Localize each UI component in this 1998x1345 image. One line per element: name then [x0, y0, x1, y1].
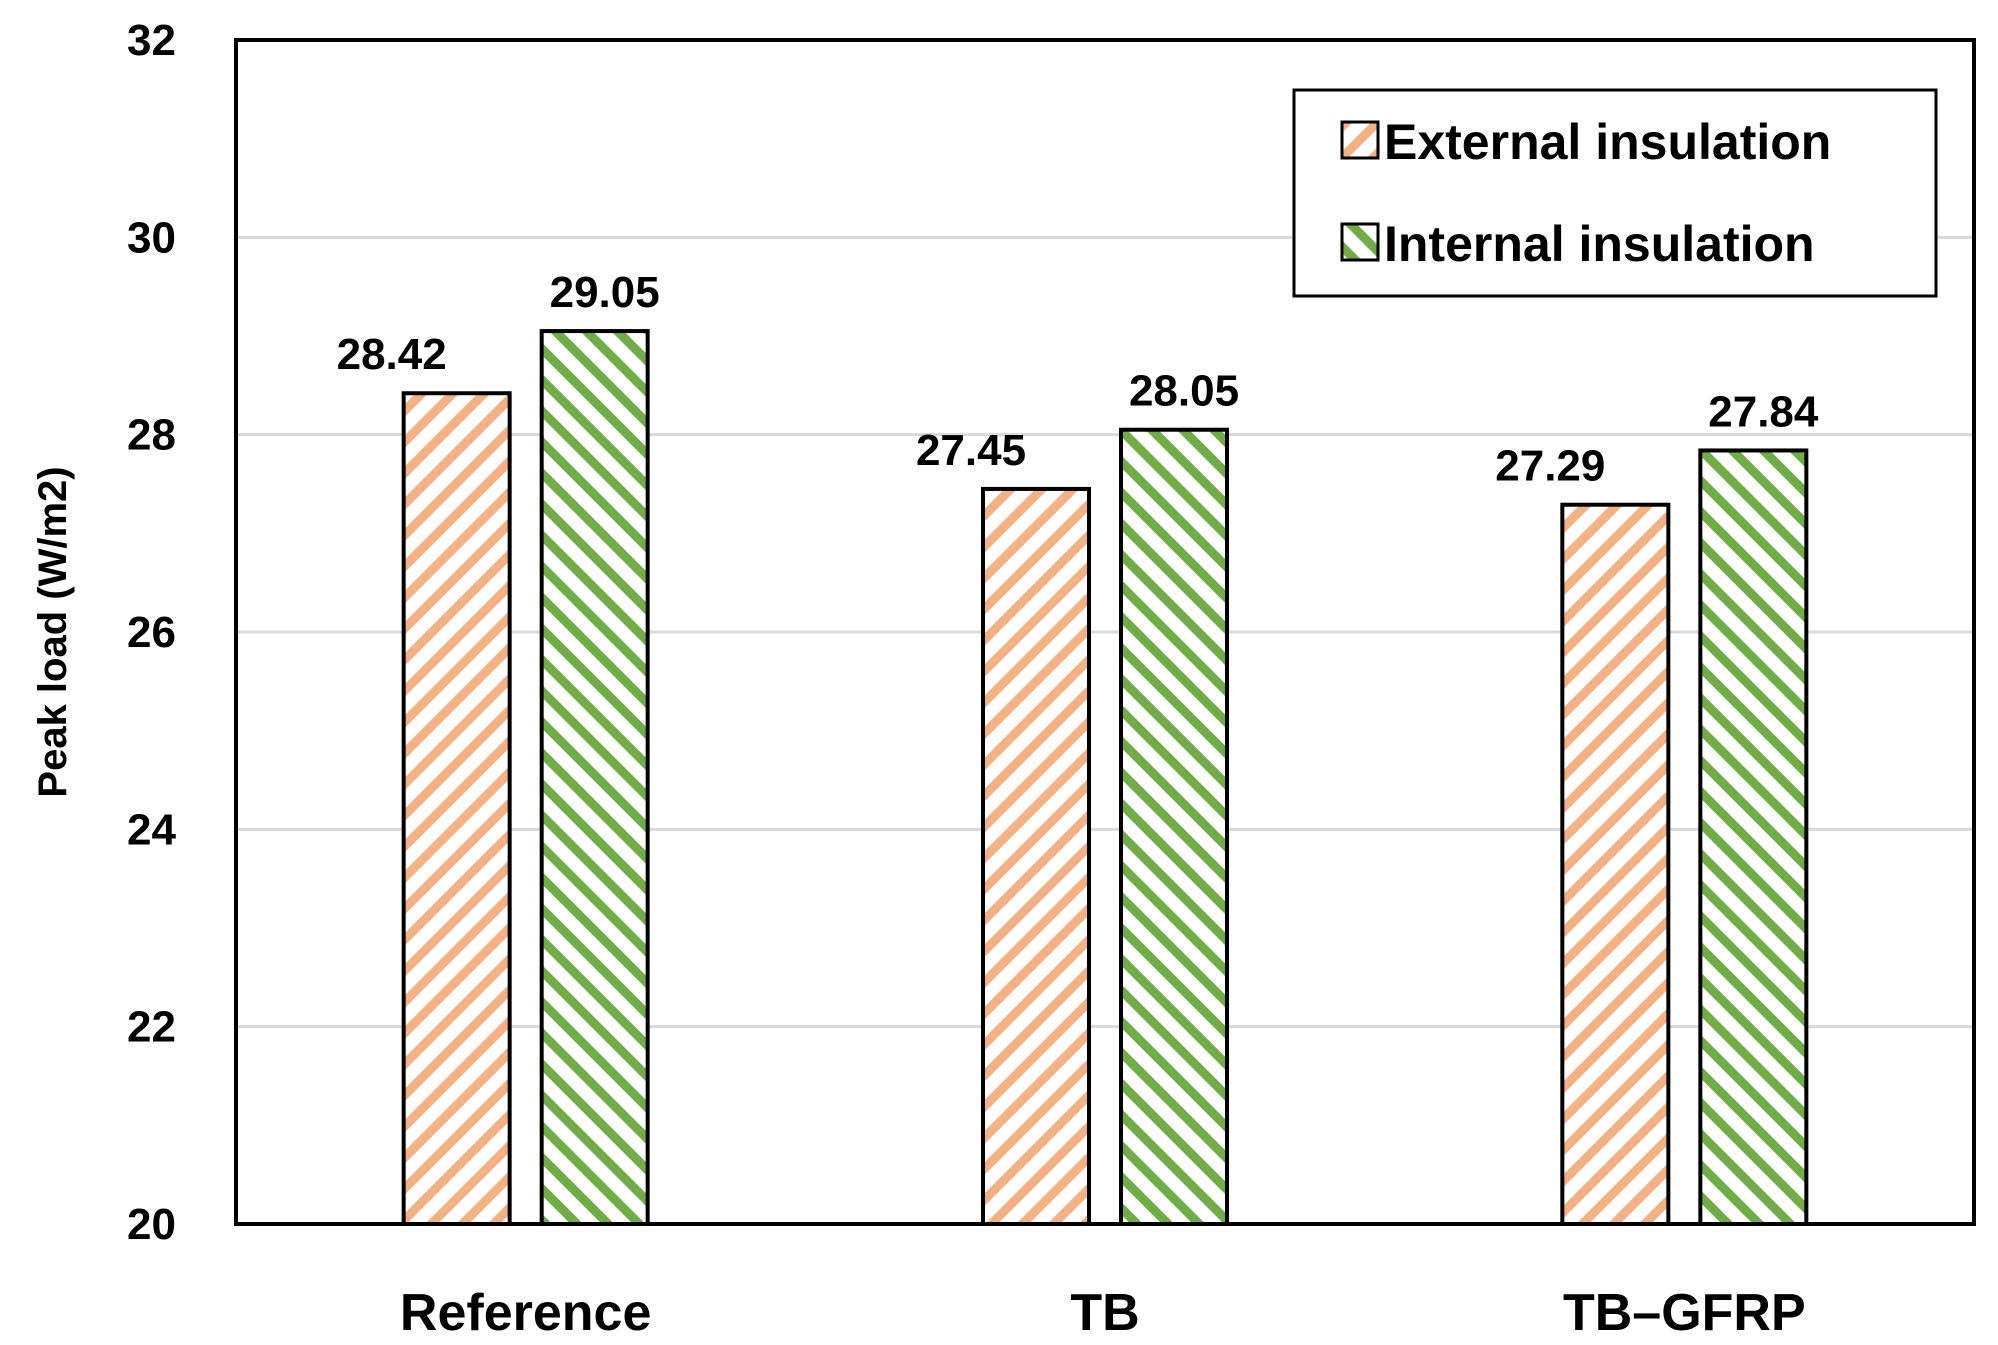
y-tick-label-30: 30 [127, 213, 176, 262]
bar-0-0 [401, 391, 512, 1226]
x-category-label-2: TB–GFRP [1563, 1284, 1806, 1342]
y-tick-label-28: 28 [127, 411, 176, 460]
legend-swatch-0 [1340, 120, 1380, 160]
y-axis-ticks: 20 22 24 26 28 30 32 [127, 16, 176, 1249]
value-label-1-1: 28.05 [1129, 367, 1239, 416]
plot-area-frame [234, 38, 1976, 1226]
legend-box [1292, 88, 1938, 298]
y-tick-label-22: 22 [127, 1003, 176, 1052]
gridlines [236, 235, 1974, 1029]
x-category-label-0: Reference [400, 1284, 651, 1342]
bar-2-0 [1560, 502, 1671, 1227]
legend-swatch-1 [1340, 222, 1380, 262]
bar-2-1 [1698, 448, 1809, 1227]
y-tick-label-24: 24 [127, 805, 176, 854]
legend: External insulation Internal insulation [1292, 88, 1938, 298]
value-label-1-0: 27.45 [916, 426, 1026, 475]
y-tick-label-26: 26 [127, 608, 176, 657]
y-tick-label-20: 20 [127, 1200, 176, 1249]
bar-1-1 [1119, 427, 1229, 1226]
x-axis-categories: Reference TB TB–GFRP [400, 1284, 1806, 1342]
y-tick-label-32: 32 [127, 16, 176, 65]
y-axis-title: Peak load (W/m2) [31, 466, 75, 797]
value-label-0-0: 28.42 [337, 330, 447, 379]
x-category-label-1: TB [1070, 1284, 1139, 1342]
legend-label-1: Internal insulation [1384, 216, 1815, 272]
value-label-2-0: 27.29 [1495, 442, 1605, 491]
bar-1-0 [981, 486, 1091, 1226]
bar-0-1 [539, 329, 650, 1227]
value-label-0-1: 29.05 [550, 268, 660, 317]
value-labels: 28.42 29.05 27.45 28.05 27.29 27.84 [337, 268, 1819, 491]
value-label-2-1: 27.84 [1708, 387, 1819, 436]
bars [401, 329, 1809, 1227]
legend-label-0: External insulation [1384, 114, 1831, 170]
